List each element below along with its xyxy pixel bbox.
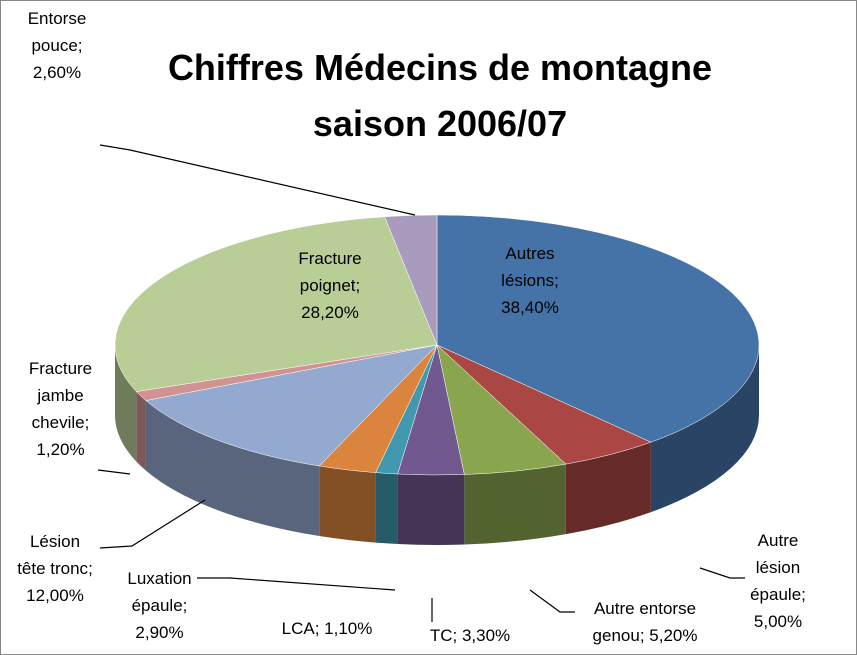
label-name: TC — [429, 626, 453, 645]
label-value: 1,10% — [324, 619, 373, 638]
label-name: Autre entorse genou — [592, 599, 697, 645]
label-name: Lésion tête tronc — [17, 532, 89, 578]
chart-title: Chiffres Médecins de montagne saison 200… — [167, 47, 713, 144]
data-label: Autre entorse genou; 5,20% — [592, 599, 698, 645]
label-value: 38,40% — [501, 298, 559, 317]
label-name: LCA — [281, 619, 315, 638]
label-name: Autre lésion épaule — [750, 531, 802, 604]
label-name: Autres lésions — [501, 244, 555, 290]
leader-line — [99, 144, 416, 216]
data-label: Fracture jambe chevile; 1,20% — [28, 359, 93, 459]
slice-side — [397, 474, 465, 545]
slice-side — [136, 391, 146, 471]
label-value: 5,20% — [649, 626, 698, 645]
label-value: 5,00% — [753, 612, 803, 631]
slice-side — [650, 345, 759, 513]
data-label: Luxation épaule; 2,90% — [127, 569, 192, 642]
slice — [384, 214, 438, 346]
data-label: Lésion tête tronc; 12,00% — [17, 532, 93, 605]
slice-side — [115, 345, 137, 462]
slice — [114, 216, 438, 392]
label-value: 3,30% — [461, 626, 511, 645]
leader-line — [97, 469, 131, 475]
leader-line — [197, 577, 396, 591]
data-label: Autres lésions; 38,40% — [501, 244, 559, 317]
label-name: Fracture jambe chevile — [28, 359, 93, 432]
data-label: Fracture poignet; 28,20% — [298, 249, 362, 322]
label-name: Fracture poignet — [298, 249, 362, 295]
slice-side — [319, 466, 376, 543]
slice-side — [375, 472, 398, 545]
data-label: LCA; 1,10% — [281, 619, 373, 638]
slice — [145, 344, 438, 467]
slice — [436, 214, 760, 443]
label-value: 12,00% — [26, 586, 84, 605]
data-label: TC; 3,30% — [429, 626, 511, 645]
label-name: Entorse pouce — [27, 9, 87, 55]
leader-line — [99, 499, 206, 549]
slice-side — [464, 464, 566, 545]
leader-line — [529, 589, 575, 613]
slice-side — [145, 400, 320, 537]
data-label: Autre lésion épaule; 5,00% — [750, 531, 806, 631]
slice-side — [565, 442, 651, 535]
label-value: 2,60% — [32, 63, 82, 82]
leader-line — [699, 567, 745, 579]
label-name: Luxation épaule — [127, 569, 192, 615]
label-value: 2,90% — [135, 623, 184, 642]
data-label: Entorse pouce; 2,60% — [27, 9, 87, 82]
label-value: 1,20% — [36, 440, 85, 459]
label-value: 28,20% — [301, 303, 359, 322]
